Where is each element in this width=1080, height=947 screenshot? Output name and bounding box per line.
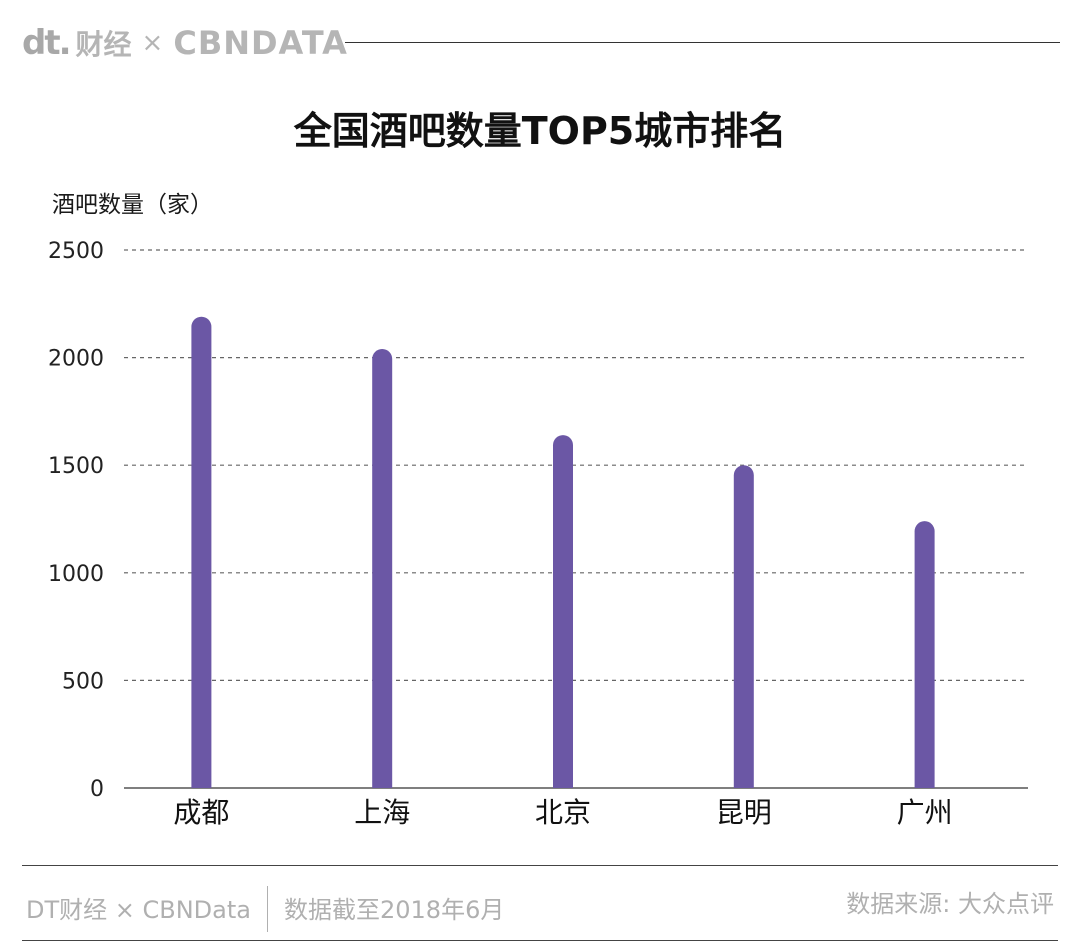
footer-credit: DT财经 × CBNData	[26, 895, 251, 924]
y-tick-label: 1500	[48, 454, 104, 479]
x-tick-label: 上海	[354, 796, 410, 829]
x-tick-label: 广州	[897, 796, 953, 829]
y-tick-label: 500	[62, 669, 104, 694]
y-tick-label: 2500	[48, 239, 104, 264]
bar-chart: 0 500 1000 1500 2000 2500 成都 上海 北京 昆明 广州	[48, 239, 1028, 829]
footer-rule-top	[22, 865, 1058, 866]
header-rule	[345, 42, 1060, 43]
bar-1	[191, 316, 212, 788]
x-tick-label: 成都	[173, 796, 229, 829]
footer-separator	[267, 886, 268, 932]
x-tick-label: 昆明	[716, 796, 772, 829]
brand-dt-mark: dt.	[22, 23, 71, 63]
brand-cn-text: 财经	[75, 28, 132, 61]
bar-2	[372, 348, 393, 788]
bar-3	[553, 435, 573, 788]
y-tick-label: 0	[90, 777, 104, 802]
footer-cutoff: 数据截至2018年6月	[284, 895, 505, 924]
footer-rule-bottom	[22, 940, 1058, 941]
y-tick-label: 2000	[48, 347, 104, 372]
y-axis-title: 酒吧数量（家）	[52, 192, 213, 218]
footer-source: 数据来源: 大众点评	[846, 890, 1054, 918]
brand-times-sign: ×	[141, 28, 164, 58]
x-tick-label: 北京	[535, 796, 591, 829]
chart-title: 全国酒吧数量TOP5城市排名	[293, 109, 787, 153]
brand-logo: dt. 财经 × CBNDATA	[22, 22, 348, 64]
bar-4	[733, 465, 754, 788]
brand-cbndata: CBNDATA	[173, 24, 348, 62]
footer-left: DT财经 × CBNData 数据截至2018年6月	[26, 884, 505, 932]
y-tick-label: 1000	[48, 562, 104, 587]
bar-5	[914, 521, 935, 788]
